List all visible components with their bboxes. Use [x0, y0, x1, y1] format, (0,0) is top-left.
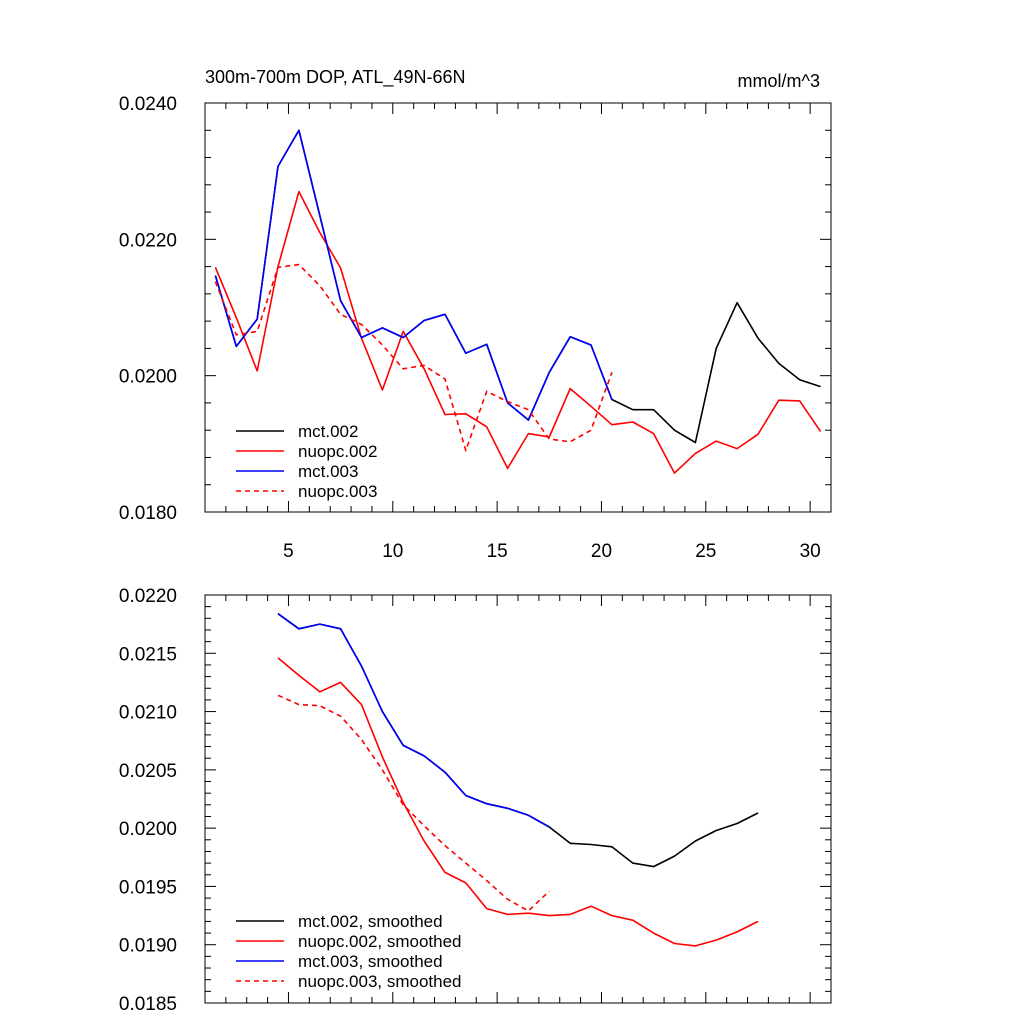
- top-chart-ticks: [204, 102, 832, 513]
- bottom-y-tick-label: 0.0190: [119, 936, 177, 957]
- top-series-line-nuopc-003: [214, 263, 613, 452]
- top-chart-series: [214, 129, 822, 474]
- top-x-tick-label: 15: [487, 541, 508, 562]
- top-series-line-mct-002: [214, 129, 821, 444]
- top-chart-panel: 300m-700m DOP, ATL_49N-66N mmol/m^3 0.01…: [119, 67, 832, 562]
- bottom-chart-ticks: [204, 594, 832, 1004]
- top-x-tick-label: 20: [591, 541, 612, 562]
- bottom-y-tick-label: 0.0210: [119, 703, 177, 724]
- bottom-y-tick-label: 0.0195: [119, 877, 177, 898]
- top-chart-units: mmol/m^3: [738, 71, 820, 91]
- bottom-legend-label: mct.003, smoothed: [298, 952, 443, 971]
- top-x-tick-label: 25: [695, 541, 716, 562]
- top-y-tick-label: 0.0240: [119, 94, 177, 115]
- top-x-tick-label: 30: [800, 541, 821, 562]
- bottom-series-line-mct-003-smoothed: [277, 613, 550, 828]
- top-y-tick-label: 0.0220: [119, 230, 177, 251]
- top-x-tick-label: 5: [283, 541, 294, 562]
- bottom-y-tick-label: 0.0200: [119, 819, 177, 840]
- top-legend-label: mct.003: [298, 462, 358, 481]
- bottom-y-tick-label: 0.0205: [119, 761, 177, 782]
- top-x-tick-label: 10: [382, 541, 403, 562]
- bottom-series-line-nuopc-002-smoothed: [277, 657, 759, 947]
- top-chart-y-tick-labels: 0.0180 0.0200 0.0220 0.0240: [119, 94, 177, 524]
- top-y-tick-label: 0.0200: [119, 367, 177, 388]
- bottom-chart-y-tick-labels: 0.0185 0.0190 0.0195 0.0200 0.0205 0.0210 0.02…: [119, 586, 177, 1015]
- top-legend-label: nuopc.003: [298, 482, 377, 501]
- top-y-tick-label: 0.0180: [119, 503, 177, 524]
- top-series-line-nuopc-002: [214, 190, 822, 474]
- bottom-legend-label: nuopc.003, smoothed: [298, 972, 462, 991]
- bottom-legend-label: nuopc.002, smoothed: [298, 932, 462, 951]
- bottom-y-tick-label: 0.0185: [119, 994, 177, 1015]
- bottom-y-tick-label: 0.0215: [119, 644, 177, 665]
- bottom-y-tick-label: 0.0220: [119, 586, 177, 607]
- bottom-legend-label: mct.002, smoothed: [298, 912, 443, 931]
- top-chart-title: 300m-700m DOP, ATL_49N-66N: [205, 67, 465, 88]
- bottom-series-line-mct-002-smoothed: [277, 613, 759, 868]
- top-legend-label: nuopc.002: [298, 442, 377, 461]
- bottom-chart-series: [277, 613, 759, 947]
- top-series-line-mct-003: [214, 129, 613, 421]
- bottom-chart-panel: 0.0185 0.0190 0.0195 0.0200 0.0205 0.0210 0.02…: [119, 586, 832, 1015]
- bottom-series-line-nuopc-003-smoothed: [277, 694, 550, 912]
- top-chart-x-tick-labels: 5 10 15 20 25 30: [283, 541, 821, 562]
- top-legend-label: mct.002: [298, 422, 358, 441]
